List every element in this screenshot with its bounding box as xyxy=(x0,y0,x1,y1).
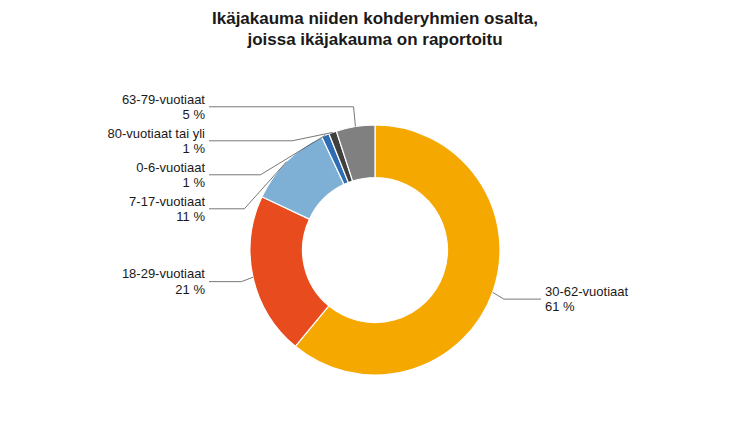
slice-label: 18-29-vuotiaat21 % xyxy=(122,266,206,297)
plot: 30-62-vuotiaat61 % 18-29-vuotiaat21 % 7-17… xyxy=(107,92,628,375)
slice-label: 7-17-vuotiaat11 % xyxy=(129,194,205,225)
leader-line xyxy=(493,292,541,299)
slice-label: 80-vuotiaat tai yli1 % xyxy=(107,126,205,157)
leader-line xyxy=(209,162,287,209)
leader-line xyxy=(209,277,253,281)
labels: 30-62-vuotiaat61 % 18-29-vuotiaat21 % 7-17… xyxy=(107,92,628,315)
slice-label: 63-79-vuotiaat5 % xyxy=(122,92,206,123)
slice xyxy=(250,197,329,347)
chart: Ikäjakauma niiden kohderyhmien osalta,jo… xyxy=(0,0,750,436)
slices xyxy=(250,125,500,375)
leader-line xyxy=(209,132,333,140)
title: Ikäjakauma niiden kohderyhmien osalta,jo… xyxy=(212,9,538,49)
leader-line xyxy=(209,107,355,127)
leader-line xyxy=(209,135,325,175)
leader-lines xyxy=(209,107,541,299)
slice xyxy=(336,125,375,181)
slice-label: 30-62-vuotiaat61 % xyxy=(545,284,628,315)
slice-label: 0-6-vuotiaat1 % xyxy=(136,160,205,191)
